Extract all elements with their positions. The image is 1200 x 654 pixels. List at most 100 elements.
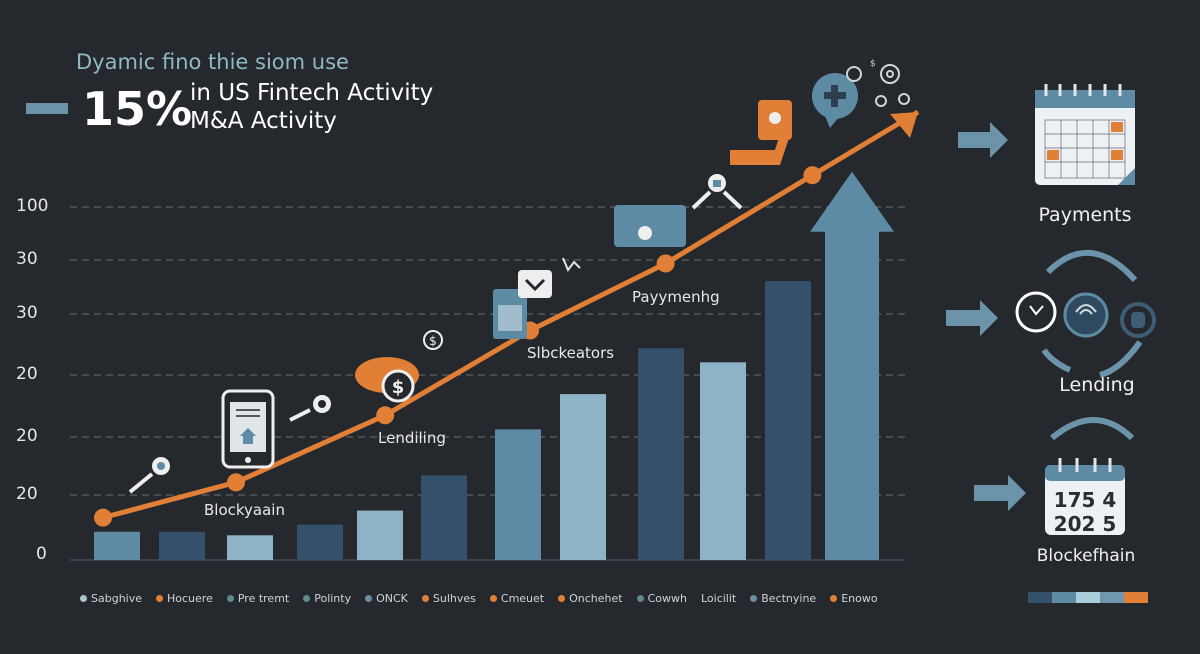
trend-point: [227, 473, 245, 492]
y-tick-label: 100: [16, 196, 49, 216]
legend: Sabghive Hocuere Pre tremt Polinty ONCK Sulhv…: [80, 592, 878, 605]
trend-point: [94, 508, 112, 527]
bar: [765, 281, 811, 560]
bar: [297, 524, 343, 560]
fingerprint-icon: [1063, 292, 1109, 338]
arrow-right-icon: [958, 122, 1008, 158]
bar: [227, 535, 273, 560]
legend-label: Hocuere: [167, 592, 213, 605]
gear-icons: $: [846, 59, 910, 107]
checkmark-bubble-icon: [518, 257, 581, 298]
arrow-right-icon: [946, 300, 998, 336]
id-card-icon: [614, 205, 686, 247]
bar: [700, 362, 746, 560]
bar: [421, 475, 467, 560]
legend-swatch: [303, 595, 311, 602]
bar: [638, 348, 684, 560]
calendar-line2: 202 5: [1053, 512, 1117, 536]
legend-item: Loicilit: [701, 592, 736, 605]
y-tick-label: 20: [16, 484, 38, 504]
bar: [357, 510, 403, 560]
headline-title-line2: M&A Activity: [190, 108, 337, 134]
legend-label: Loicilit: [700, 592, 737, 605]
legend-swatch: [156, 595, 163, 602]
legend-swatch: [750, 595, 758, 602]
legend-item: Enowo: [830, 592, 878, 605]
y-tick-label: 30: [16, 303, 38, 323]
legend-item: Cmeuet: [489, 592, 544, 605]
legend-item: Cowwh: [636, 592, 687, 605]
headline-percentage: 15%: [82, 82, 193, 136]
legend-swatch: [421, 595, 429, 602]
legend-item: Hocuere: [156, 592, 213, 605]
dollar-cloud-icon: $ $: [355, 330, 443, 403]
annotation-blockchain: Blockyaain: [204, 501, 285, 519]
legend-label: Enowo: [841, 592, 878, 605]
lock-magnifier-icon: [691, 174, 743, 210]
calendar-line1: 175 4: [1053, 488, 1117, 512]
svg-text:$: $: [429, 334, 437, 348]
minus-dash-decoration: [26, 103, 68, 114]
legend-label: ONCK: [376, 592, 408, 605]
trend-point: [656, 254, 675, 273]
robot-icon: [1120, 302, 1156, 338]
annotation-slbckeators: Slbckeators: [527, 344, 615, 362]
swap-arrows-icon: [1050, 417, 1135, 441]
color-strip-segment: [1076, 592, 1100, 603]
bar: [159, 531, 205, 560]
blockchain-label: Blockefhain: [1036, 546, 1136, 566]
headline-title-line1: in US Fintech Activity: [190, 80, 434, 106]
cycle-arrows-icon: [1041, 249, 1143, 378]
y-tick-label: 30: [16, 249, 38, 269]
legend-item: Sulhves: [421, 592, 476, 605]
subtitle: Dyamic fino thie siom use: [76, 50, 349, 74]
bar: [94, 531, 140, 560]
arrow-right-icon: [974, 475, 1026, 511]
svg-text:$: $: [392, 377, 405, 398]
calendar-icon: [1045, 458, 1125, 535]
legend-item: Bectnyine: [750, 592, 816, 605]
color-strip-segment: [1124, 592, 1148, 603]
legend-swatch: [365, 595, 373, 602]
annotation-lending: Lendiling: [378, 429, 446, 447]
color-strip-segment: [1052, 592, 1076, 603]
trend-point: [803, 166, 822, 185]
legend-swatch: [636, 595, 644, 602]
legend-item: Sabghive: [80, 592, 142, 605]
right-panel-graphics: [946, 84, 1156, 535]
bar: [560, 394, 606, 560]
legend-label: Sabghive: [91, 592, 142, 605]
magnifier-gear-icon: [128, 457, 170, 494]
legend-swatch: [830, 595, 838, 602]
calculator-icon: [493, 289, 527, 339]
legend-swatch: [80, 595, 87, 602]
trend-point: [376, 406, 395, 425]
y-tick-label: 20: [16, 426, 38, 446]
legend-item: ONCK: [365, 592, 408, 605]
legend-swatch: [558, 595, 566, 602]
legend-label: Sulhves: [432, 592, 476, 605]
lending-label: Lending: [1059, 374, 1135, 396]
magnifier-target-icon: [289, 395, 331, 422]
legend-label: Cowwh: [647, 592, 687, 605]
legend-item: Onchehet: [558, 592, 623, 605]
legend-label: Polinty: [314, 592, 352, 605]
legend-label: Bectnyine: [761, 592, 817, 605]
legend-label: Pre tremt: [237, 592, 290, 605]
bar-arrow: [810, 171, 894, 560]
legend-item: Pre tremt: [226, 592, 290, 605]
legend-label: Onchehet: [569, 592, 623, 605]
legend-swatch: [489, 595, 497, 602]
legend-swatch: [226, 595, 234, 602]
color-strip-segment: [1028, 592, 1052, 603]
plus-bubble-icon: [812, 73, 858, 128]
calendar-date-text: 175 4 202 5: [1045, 488, 1125, 536]
payments-label: Payments: [1038, 204, 1132, 226]
color-strip-segment: [1100, 592, 1124, 603]
bar: [495, 429, 541, 560]
y-tick-label: 20: [16, 364, 38, 384]
trend-line-arrowhead: [890, 112, 918, 138]
calendar-icon: [1035, 84, 1135, 185]
y-tick-label: 0: [36, 544, 47, 564]
